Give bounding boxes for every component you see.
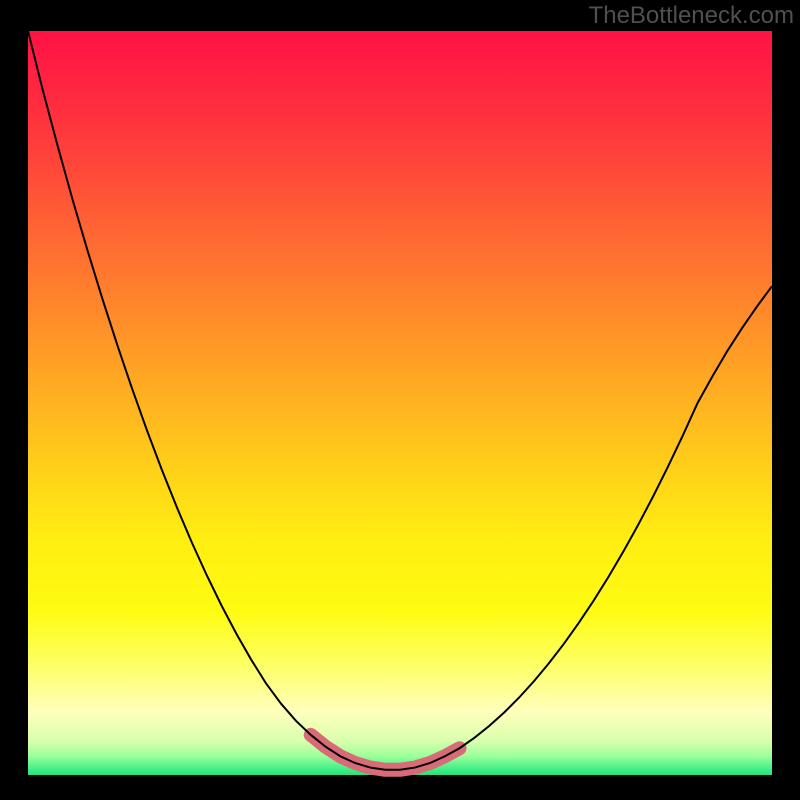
chart-container: TheBottleneck.com [0,0,800,800]
bottleneck-curve-chart [0,0,800,800]
watermark-text: TheBottleneck.com [589,2,794,30]
plot-background [28,31,772,775]
